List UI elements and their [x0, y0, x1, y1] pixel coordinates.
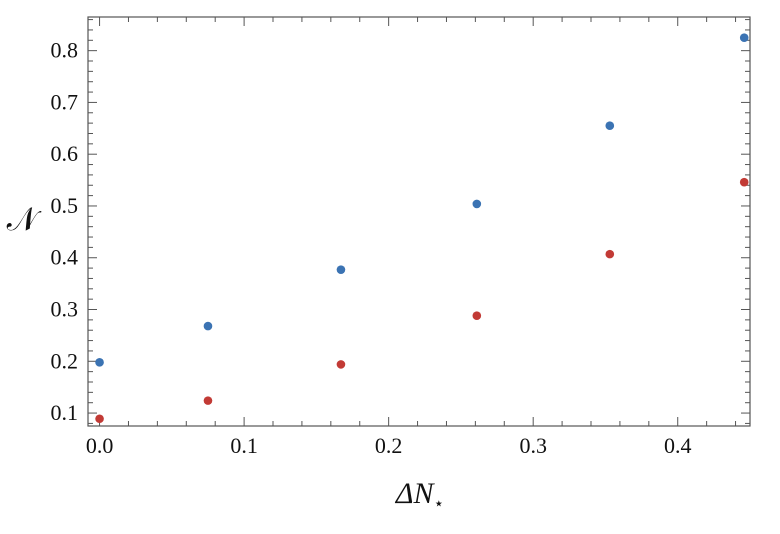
x-tick-labels: 0.0 0.1 0.2 0.3 0.4 — [86, 433, 692, 458]
data-point-series-2 — [203, 396, 213, 405]
tick-marks — [88, 17, 750, 426]
y-tick-label: 0.8 — [51, 38, 79, 63]
data-point-series-1 — [605, 121, 615, 131]
x-tick-label: 0.0 — [86, 433, 114, 458]
data-point-series-2 — [472, 311, 482, 321]
plot-border — [87, 16, 751, 427]
x-tick-label: 0.2 — [375, 433, 403, 458]
data-point-series-2 — [336, 360, 346, 369]
data-points — [95, 33, 749, 424]
y-tick-label: 0.5 — [51, 193, 79, 218]
y-tick-label: 0.4 — [51, 245, 79, 270]
x-tick-label: 0.4 — [664, 433, 692, 458]
y-tick-label: 0.6 — [51, 141, 79, 166]
data-point-series-1 — [739, 33, 749, 43]
y-tick-label: 0.3 — [51, 297, 79, 322]
data-point-series-1 — [336, 265, 346, 274]
x-axis-label-main: ΔN — [395, 477, 436, 510]
y-axis-label: 𝒩 — [7, 201, 42, 237]
x-tick-label: 0.3 — [519, 433, 547, 458]
x-axis-label-subscript: ⋆ — [433, 494, 444, 513]
y-tick-label: 0.1 — [51, 400, 79, 425]
x-axis-label: ΔN⋆ — [395, 477, 444, 513]
data-point-series-2 — [95, 414, 104, 424]
data-point-series-1 — [95, 358, 104, 367]
data-point-series-1 — [472, 199, 482, 209]
data-point-series-1 — [203, 321, 213, 331]
x-tick-label: 0.1 — [230, 433, 258, 458]
y-tick-labels: 0.1 0.2 0.3 0.4 0.5 0.6 0.7 0.8 — [51, 38, 79, 425]
plot-frame — [87, 16, 751, 427]
data-point-series-2 — [605, 249, 615, 259]
y-tick-label: 0.7 — [51, 89, 79, 114]
y-tick-label: 0.2 — [51, 348, 79, 373]
data-point-series-2 — [739, 177, 749, 187]
